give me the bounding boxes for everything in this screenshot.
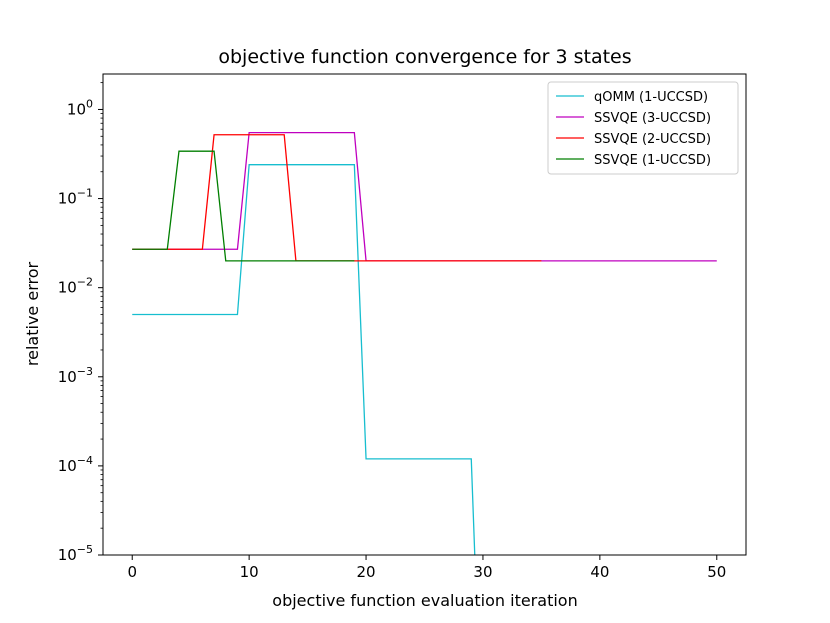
x-tick-label: 0 (127, 563, 137, 581)
legend-label-4: SSVQE (1-UCCSD) (594, 153, 711, 168)
y-tick-label: 10−4 (58, 454, 93, 475)
legend-label-2: SSVQE (3-UCCSD) (594, 111, 711, 126)
y-axis-label: relative error (23, 261, 42, 366)
legend-label-3: SSVQE (2-UCCSD) (594, 132, 711, 147)
x-tick-label: 50 (707, 563, 726, 581)
x-tick-label: 30 (473, 563, 492, 581)
x-tick-label: 10 (240, 563, 259, 581)
y-tick-label: 10−2 (58, 276, 93, 297)
series-line-4 (132, 150, 355, 262)
x-axis: 0 10 20 30 40 50 (127, 555, 726, 581)
series-line-1 (132, 164, 476, 555)
y-tick-label: 100 (67, 97, 93, 118)
x-tick-label: 40 (590, 563, 609, 581)
y-axis: 100 10−1 10−2 10−3 10−4 10−5 (58, 82, 103, 564)
plot-lines (132, 131, 717, 555)
legend-box (547, 81, 739, 175)
y-tick-label: 10−3 (58, 365, 93, 386)
y-tick-label: 10−5 (58, 543, 93, 564)
x-tick-label: 20 (356, 563, 375, 581)
legend-label-1: qOMM (1-UCCSD) (594, 90, 708, 105)
chart-title: objective function convergence for 3 sta… (218, 46, 631, 68)
y-tick-label: 10−1 (58, 187, 93, 208)
legend: qOMM (1-UCCSD) SSVQE (3-UCCSD) SSVQE (2-UC… (547, 81, 739, 175)
x-axis-label: objective function evaluation iteration (272, 591, 577, 610)
